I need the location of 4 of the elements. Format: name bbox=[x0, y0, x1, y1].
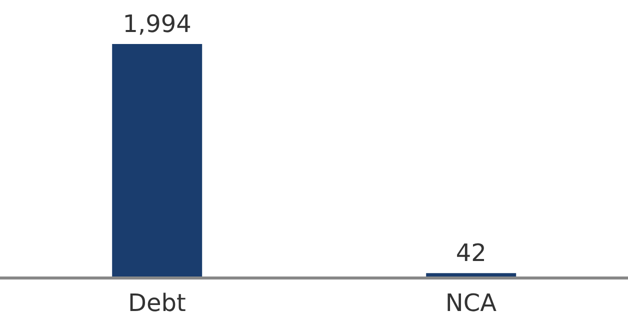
data-label: 42 bbox=[456, 239, 486, 268]
x-tick-label: Debt bbox=[128, 289, 186, 318]
x-tick-label: NCA bbox=[445, 289, 498, 318]
data-label: 1,994 bbox=[122, 10, 192, 38]
